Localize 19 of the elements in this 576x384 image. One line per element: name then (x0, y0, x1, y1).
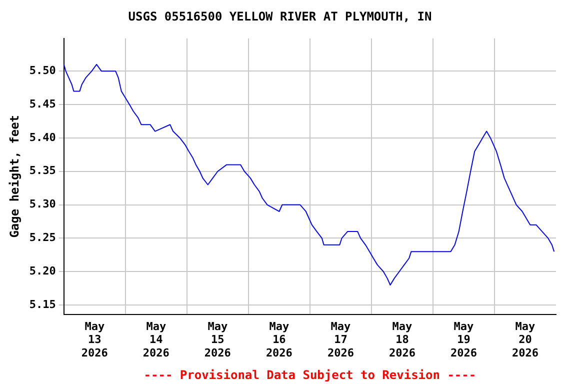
y-tick-label: 5.35 (29, 164, 56, 178)
x-tick-label: May 17 2026 (327, 320, 354, 360)
x-tick-label: May 14 2026 (142, 320, 170, 360)
chart-title: USGS 05516500 YELLOW RIVER AT PLYMOUTH, IN (128, 9, 432, 24)
text: ---- Provisional Data Subject to Revision ---- (144, 368, 476, 382)
x-tick-label: May 19 2026 (450, 320, 478, 360)
y-axis-title: Gage height, feet (7, 114, 22, 238)
x-tick-label: May 15 2026 (204, 320, 232, 360)
x-tick-label: May 13 2026 (81, 320, 108, 360)
y-tick-label: 5.25 (29, 231, 56, 244)
y-tick-label: 5.50 (29, 64, 56, 78)
y-tick-label: 5.30 (29, 198, 56, 211)
x-tick-label: May 20 2026 (512, 320, 539, 360)
y-tick-label: 5.20 (29, 264, 56, 278)
x-tick-label: May 16 2026 (266, 320, 293, 360)
x-tick-label: May 18 2026 (388, 320, 416, 360)
y-tick-label: 5.45 (29, 97, 56, 110)
y-tick-label: 5.40 (29, 130, 56, 144)
y-tick-label: 5.15 (29, 298, 56, 311)
